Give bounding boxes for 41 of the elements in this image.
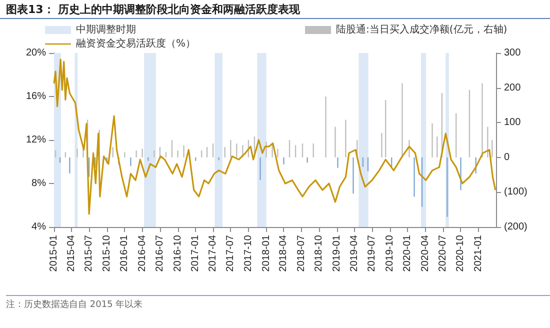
x-tick-label: 2019-10 — [384, 234, 396, 272]
x-tick-label: 2020-01 — [402, 234, 414, 272]
x-tick-label: 2018-04 — [278, 234, 290, 272]
y2-tick-label: 200 — [504, 82, 522, 94]
y2-tick-label: (100) — [504, 186, 528, 198]
y-tick-label: 12% — [26, 134, 46, 146]
x-tick-label: 2019-01 — [331, 234, 342, 272]
x-tick-label: 2015-04 — [66, 234, 77, 272]
y2-tick-label: (200) — [504, 222, 528, 232]
legend-label: 中期调整时期 — [76, 24, 136, 36]
x-tick-label: 2021-01 — [473, 234, 484, 272]
x-tick-label: 2020-10 — [455, 234, 466, 272]
x-tick-label: 2016-01 — [119, 234, 130, 272]
chart-title: 图表13： 历史上的中期调整阶段北向资金和两融活跃度表现 — [6, 2, 300, 17]
x-tick-label: 2015-01 — [48, 234, 60, 272]
x-tick-label: 2017-07 — [225, 234, 236, 272]
x-tick-label: 2018-07 — [296, 234, 307, 272]
x-tick-label: 2020-04 — [420, 234, 431, 272]
x-tick-label: 2018-01 — [260, 234, 272, 272]
y2-tick-label: 0 — [504, 152, 510, 163]
x-tick-label: 2015-07 — [84, 234, 95, 272]
y-tick-label: 16% — [26, 91, 46, 102]
x-tick-label: 2017-04 — [208, 234, 219, 272]
y-tick-label: 20% — [26, 48, 46, 58]
x-tick-label: 2016-10 — [172, 234, 184, 272]
y2-tick-label: 300 — [504, 48, 522, 58]
text: 注：历史数据选自自 2015 年以来 — [6, 299, 143, 311]
x-tick-label: 2016-04 — [136, 234, 148, 272]
legend-label: 融资资金交易活跃度（%） — [76, 38, 196, 50]
x-tick-label: 2019-04 — [348, 234, 360, 272]
x-tick-label: 2020-07 — [437, 234, 448, 272]
x-tick-label: 2018-10 — [314, 234, 325, 272]
x-tick-label: 2015-10 — [101, 234, 112, 272]
y-tick-label: 8% — [32, 178, 46, 189]
x-tick-label: 2016-07 — [154, 234, 166, 272]
y-tick-label: 4% — [32, 222, 46, 232]
y2-tick-label: 100 — [504, 117, 522, 128]
legend-label: 陆股通:当日买入成交净额(亿元，右轴) — [336, 24, 508, 36]
x-tick-label: 2019-07 — [366, 234, 378, 272]
x-tick-label: 2017-01 — [190, 234, 202, 272]
x-tick-label: 2017-10 — [242, 234, 254, 272]
